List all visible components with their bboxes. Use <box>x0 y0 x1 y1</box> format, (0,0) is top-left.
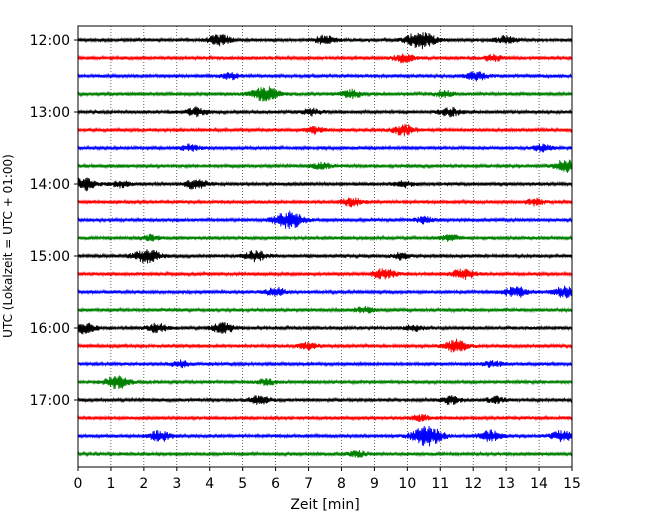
seismic-trace <box>77 305 573 314</box>
x-axis: 0 1 2 3 4 5 6 7 8 9 10 11 12 13 14 15 <box>74 467 581 492</box>
seismic-trace <box>77 123 573 137</box>
seismic-trace <box>77 197 573 208</box>
seismic-trace <box>77 143 573 153</box>
seismic-trace <box>77 395 573 405</box>
x-tick-label: 15 <box>563 476 581 492</box>
y-tick-label: 17:00 <box>30 393 70 409</box>
seismic-trace <box>77 53 573 64</box>
seismic-trace <box>77 285 573 299</box>
y-tick-label: 12:00 <box>30 33 70 49</box>
y-axis-label: UTC (Lokalzeit = UTC + 01:00) <box>1 154 15 338</box>
x-tick-label: 0 <box>74 476 83 492</box>
x-tick-label: 1 <box>106 476 115 492</box>
x-tick-label: 3 <box>172 476 181 492</box>
seismic-trace <box>77 268 573 280</box>
seismic-trace <box>77 159 573 174</box>
y-tick-label: 16:00 <box>30 321 70 337</box>
y-tick-label: 14:00 <box>30 177 70 193</box>
seismic-trace <box>77 32 573 50</box>
x-tick-label: 7 <box>304 476 313 492</box>
seismic-trace <box>77 414 573 423</box>
y-tick-label: 13:00 <box>30 105 70 121</box>
seismic-trace <box>77 86 573 102</box>
x-tick-label: 11 <box>431 476 449 492</box>
y-tick-label: 15:00 <box>30 249 70 265</box>
x-tick-label: 2 <box>139 476 148 492</box>
seismic-trace <box>77 449 573 458</box>
seismic-trace <box>77 210 573 230</box>
seismic-trace <box>77 425 573 447</box>
x-tick-label: 4 <box>205 476 214 492</box>
seismic-trace <box>77 249 573 264</box>
seismic-trace <box>77 322 573 335</box>
seismic-trace <box>77 375 573 390</box>
seismic-trace <box>77 177 573 192</box>
y-axis: 12:00 13:00 14:00 15:00 16:00 17:00 <box>30 33 78 409</box>
seismic-trace <box>77 338 573 353</box>
plot-frame <box>77 25 573 468</box>
x-tick-label: 13 <box>497 476 515 492</box>
x-tick-label: 9 <box>370 476 379 492</box>
seismic-trace <box>77 106 573 118</box>
x-tick-label: 14 <box>530 476 548 492</box>
x-tick-label: 6 <box>271 476 280 492</box>
x-axis-label: Zeit [min] <box>290 497 359 513</box>
seismic-trace <box>77 359 573 369</box>
x-tick-label: 10 <box>398 476 416 492</box>
x-tick-label: 5 <box>238 476 247 492</box>
x-tick-label: 12 <box>464 476 482 492</box>
seismic-trace <box>77 233 573 242</box>
seismic-trace <box>77 71 573 82</box>
x-tick-label: 8 <box>337 476 346 492</box>
traces <box>77 32 573 458</box>
